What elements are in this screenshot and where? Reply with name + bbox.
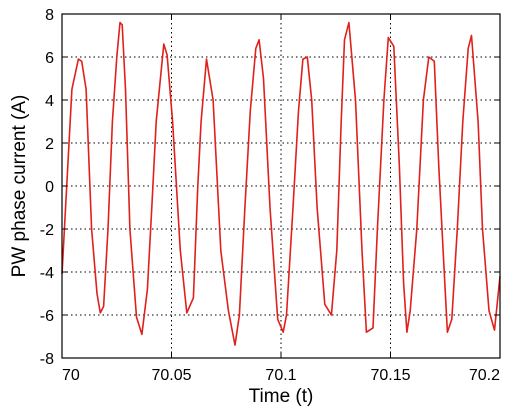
x-tick-label: 70.15 — [370, 367, 410, 384]
series-layer — [61, 21, 501, 346]
x-tick-label: 70 — [62, 367, 80, 384]
tick-layer — [61, 13, 501, 359]
y-tick-label: 4 — [45, 93, 54, 110]
y-tick-label: -8 — [40, 351, 54, 368]
y-tick-label: 8 — [45, 7, 54, 24]
y-tick-label: 2 — [45, 136, 54, 153]
grid-layer — [62, 14, 500, 358]
x-tick-labels: 70 70.05 70.1 70.15 70.2 — [62, 367, 500, 384]
y-tick-label: -2 — [40, 222, 54, 239]
x-axis-label: Time (t) — [249, 386, 314, 407]
x-tick-label: 70.1 — [265, 367, 296, 384]
y-tick-label: -6 — [40, 308, 54, 325]
y-tick-label: 6 — [45, 50, 54, 67]
y-axis-label: PW phase current (A) — [9, 95, 30, 278]
y-tick-label: 0 — [45, 179, 54, 196]
y-tick-labels: -8 -6 -4 -2 0 2 4 6 8 — [40, 7, 54, 368]
x-tick-label: 70.2 — [469, 367, 500, 384]
x-tick-label: 70.05 — [151, 367, 191, 384]
y-tick-label: -4 — [40, 265, 54, 282]
series-line — [61, 21, 501, 346]
